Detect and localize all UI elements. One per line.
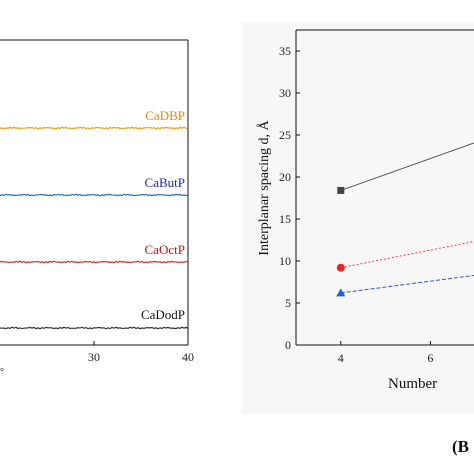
right-y-axis-label: Interplanar spacing d, Å bbox=[256, 119, 272, 255]
left-x-tick-label: 40 bbox=[182, 350, 194, 364]
xrd-trace-cadodp bbox=[0, 326, 189, 330]
panel-label: (B bbox=[452, 437, 469, 456]
left-x-axis-label-fragment: ° bbox=[0, 367, 4, 378]
left-x-ticks: 30 40 bbox=[88, 341, 194, 364]
right-y-tick-label: 15 bbox=[279, 212, 291, 226]
right-y-tick-label: 30 bbox=[279, 86, 291, 100]
right-panel-background bbox=[242, 22, 474, 414]
xrd-traces bbox=[0, 126, 189, 330]
right-y-tick-label: 35 bbox=[279, 44, 291, 58]
xrd-pattern-panel: CaDBP CaButP CaOctP CaDodP 30 40 ° bbox=[0, 39, 194, 378]
right-x-axis-label: Number bbox=[388, 376, 437, 392]
xrd-trace-label-cadodp: CaDodP bbox=[141, 307, 185, 322]
right-y-tick-label: 5 bbox=[285, 296, 291, 310]
right-y-tick-label: 0 bbox=[285, 338, 291, 352]
left-x-tick-label: 30 bbox=[88, 350, 100, 364]
xrd-trace-cadbp bbox=[0, 126, 189, 130]
xrd-trace-caoctp bbox=[0, 260, 189, 264]
right-y-tick-label: 20 bbox=[279, 170, 291, 184]
spacing-series-line-triangle bbox=[340, 274, 474, 294]
xrd-trace-cabutp bbox=[0, 193, 189, 197]
xrd-trace-label-cabutp: CaButP bbox=[145, 175, 185, 190]
right-x-tick-label: 4 bbox=[338, 351, 344, 365]
spacing-point-square bbox=[337, 186, 345, 194]
right-y-tick-label: 25 bbox=[279, 128, 291, 142]
spacing-series-line-circle bbox=[340, 241, 474, 269]
right-x-tick-label: 6 bbox=[427, 351, 433, 365]
spacing-point-circle bbox=[336, 263, 345, 272]
right-y-tick-label: 10 bbox=[279, 254, 291, 268]
spacing-point-triangle bbox=[336, 288, 346, 297]
spacing-series bbox=[336, 142, 474, 297]
xrd-trace-label-cadbp: CaDBP bbox=[145, 108, 185, 123]
xrd-trace-label-caoctp: CaOctP bbox=[145, 242, 185, 257]
spacing-series-line-square bbox=[340, 142, 474, 191]
xrd-trace-labels: CaDBP CaButP CaOctP CaDodP bbox=[141, 108, 185, 322]
right-y-ticks: 0 5 10 15 20 25 30 35 bbox=[279, 44, 300, 352]
